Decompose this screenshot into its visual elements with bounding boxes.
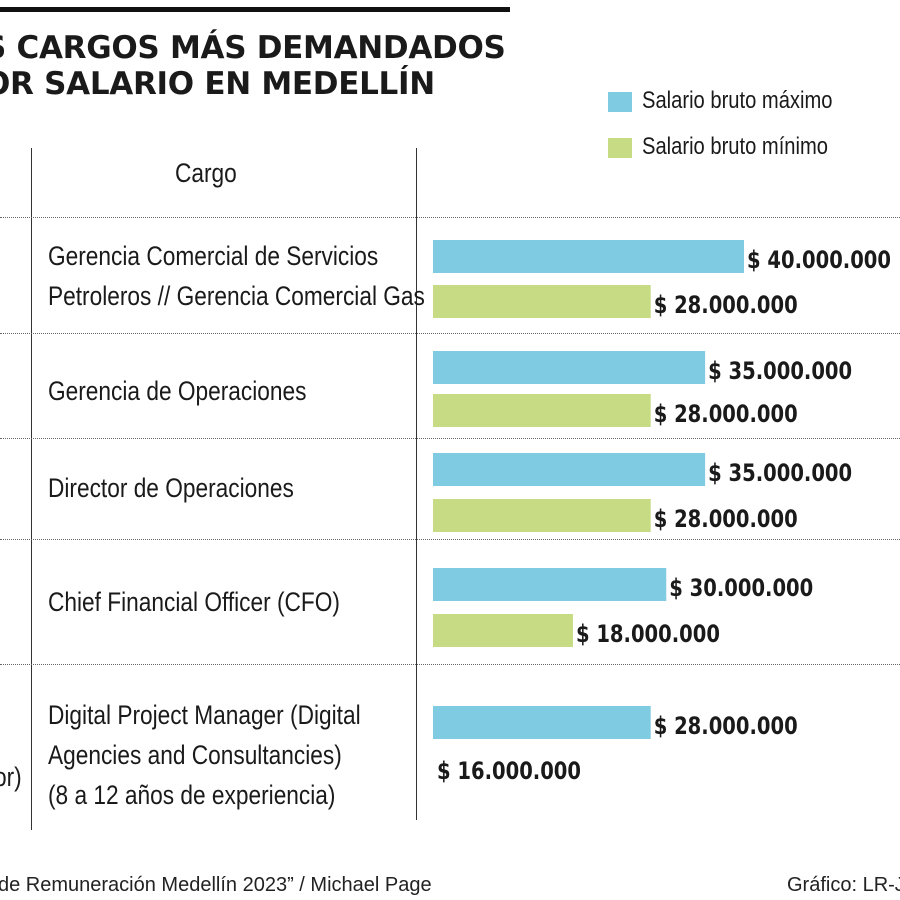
row-label-line: Digital Project Manager (Digital <box>48 700 361 730</box>
bar-max <box>433 351 706 384</box>
row-label: Gerencia Comercial de Servicios Petrolero… <box>48 236 468 316</box>
bar-max-value-label: $ 40.000.000 <box>747 246 891 274</box>
row-separator <box>0 333 900 334</box>
row-separator <box>0 539 900 540</box>
bar-min-value-label: $ 28.000.000 <box>654 291 798 319</box>
bar-max <box>433 568 667 601</box>
chart-title-line-2: OR SALARIO EN MEDELLÍN <box>0 66 435 102</box>
row-separator <box>0 664 900 665</box>
source-note: de Remuneración Medellín 2023” / Michael… <box>0 874 432 896</box>
bar-min <box>433 499 651 532</box>
row-label: Chief Financial Officer (CFO) <box>48 582 468 622</box>
bar-min <box>433 614 573 647</box>
top-rule <box>0 7 510 12</box>
column-header-cargo: Cargo <box>175 158 237 188</box>
row-label: Digital Project Manager (Digital Agencies… <box>48 695 468 815</box>
bar-max-value-label: $ 35.000.000 <box>708 459 852 487</box>
bar-max-value-label: $ 35.000.000 <box>708 357 852 385</box>
row-label-line: Chief Financial Officer (CFO) <box>48 587 340 617</box>
legend-label-min: Salario bruto mínimo <box>642 133 829 160</box>
row-label: Director de Operaciones <box>48 468 468 508</box>
bar-min <box>433 285 651 318</box>
bar-min <box>433 394 651 427</box>
row-label-line: Gerencia de Operaciones <box>48 376 307 406</box>
row-label-line: Director de Operaciones <box>48 473 294 503</box>
row-label-line: (8 a 12 años de experiencia) <box>48 780 336 810</box>
bar-max-value-label: $ 28.000.000 <box>654 712 798 740</box>
row-label-line: Gerencia Comercial de Servicios <box>48 241 379 271</box>
chart-title: S CARGOS MÁS DEMANDADOS OR SALARIO EN ME… <box>0 30 544 102</box>
bar-max <box>433 453 706 486</box>
legend-swatch-max <box>608 92 632 112</box>
bar-max <box>433 706 651 739</box>
table-divider-left <box>31 148 32 830</box>
legend-label-max: Salario bruto máximo <box>642 87 833 114</box>
graphic-credit: Gráfico: LR-JI <box>787 874 900 896</box>
legend-swatch-min <box>608 138 632 158</box>
bar-min-value-label: $ 28.000.000 <box>654 505 798 533</box>
bar-max-value-label: $ 30.000.000 <box>669 574 813 602</box>
left-cut-fragment: or) <box>0 762 22 792</box>
row-separator <box>0 217 900 218</box>
row-label-line: Petroleros // Gerencia Comercial Gas <box>48 281 425 311</box>
row-label: Gerencia de Operaciones <box>48 371 468 411</box>
bar-min-value-label: $ 18.000.000 <box>576 620 720 648</box>
row-label-line: Agencies and Consultancies) <box>48 740 342 770</box>
bar-min-value-label: $ 16.000.000 <box>437 757 581 785</box>
bar-min-value-label: $ 28.000.000 <box>654 400 798 428</box>
chart-title-line-1: S CARGOS MÁS DEMANDADOS <box>0 30 506 66</box>
row-separator <box>0 438 900 439</box>
table-divider-right <box>416 148 417 820</box>
bar-max <box>433 240 744 273</box>
